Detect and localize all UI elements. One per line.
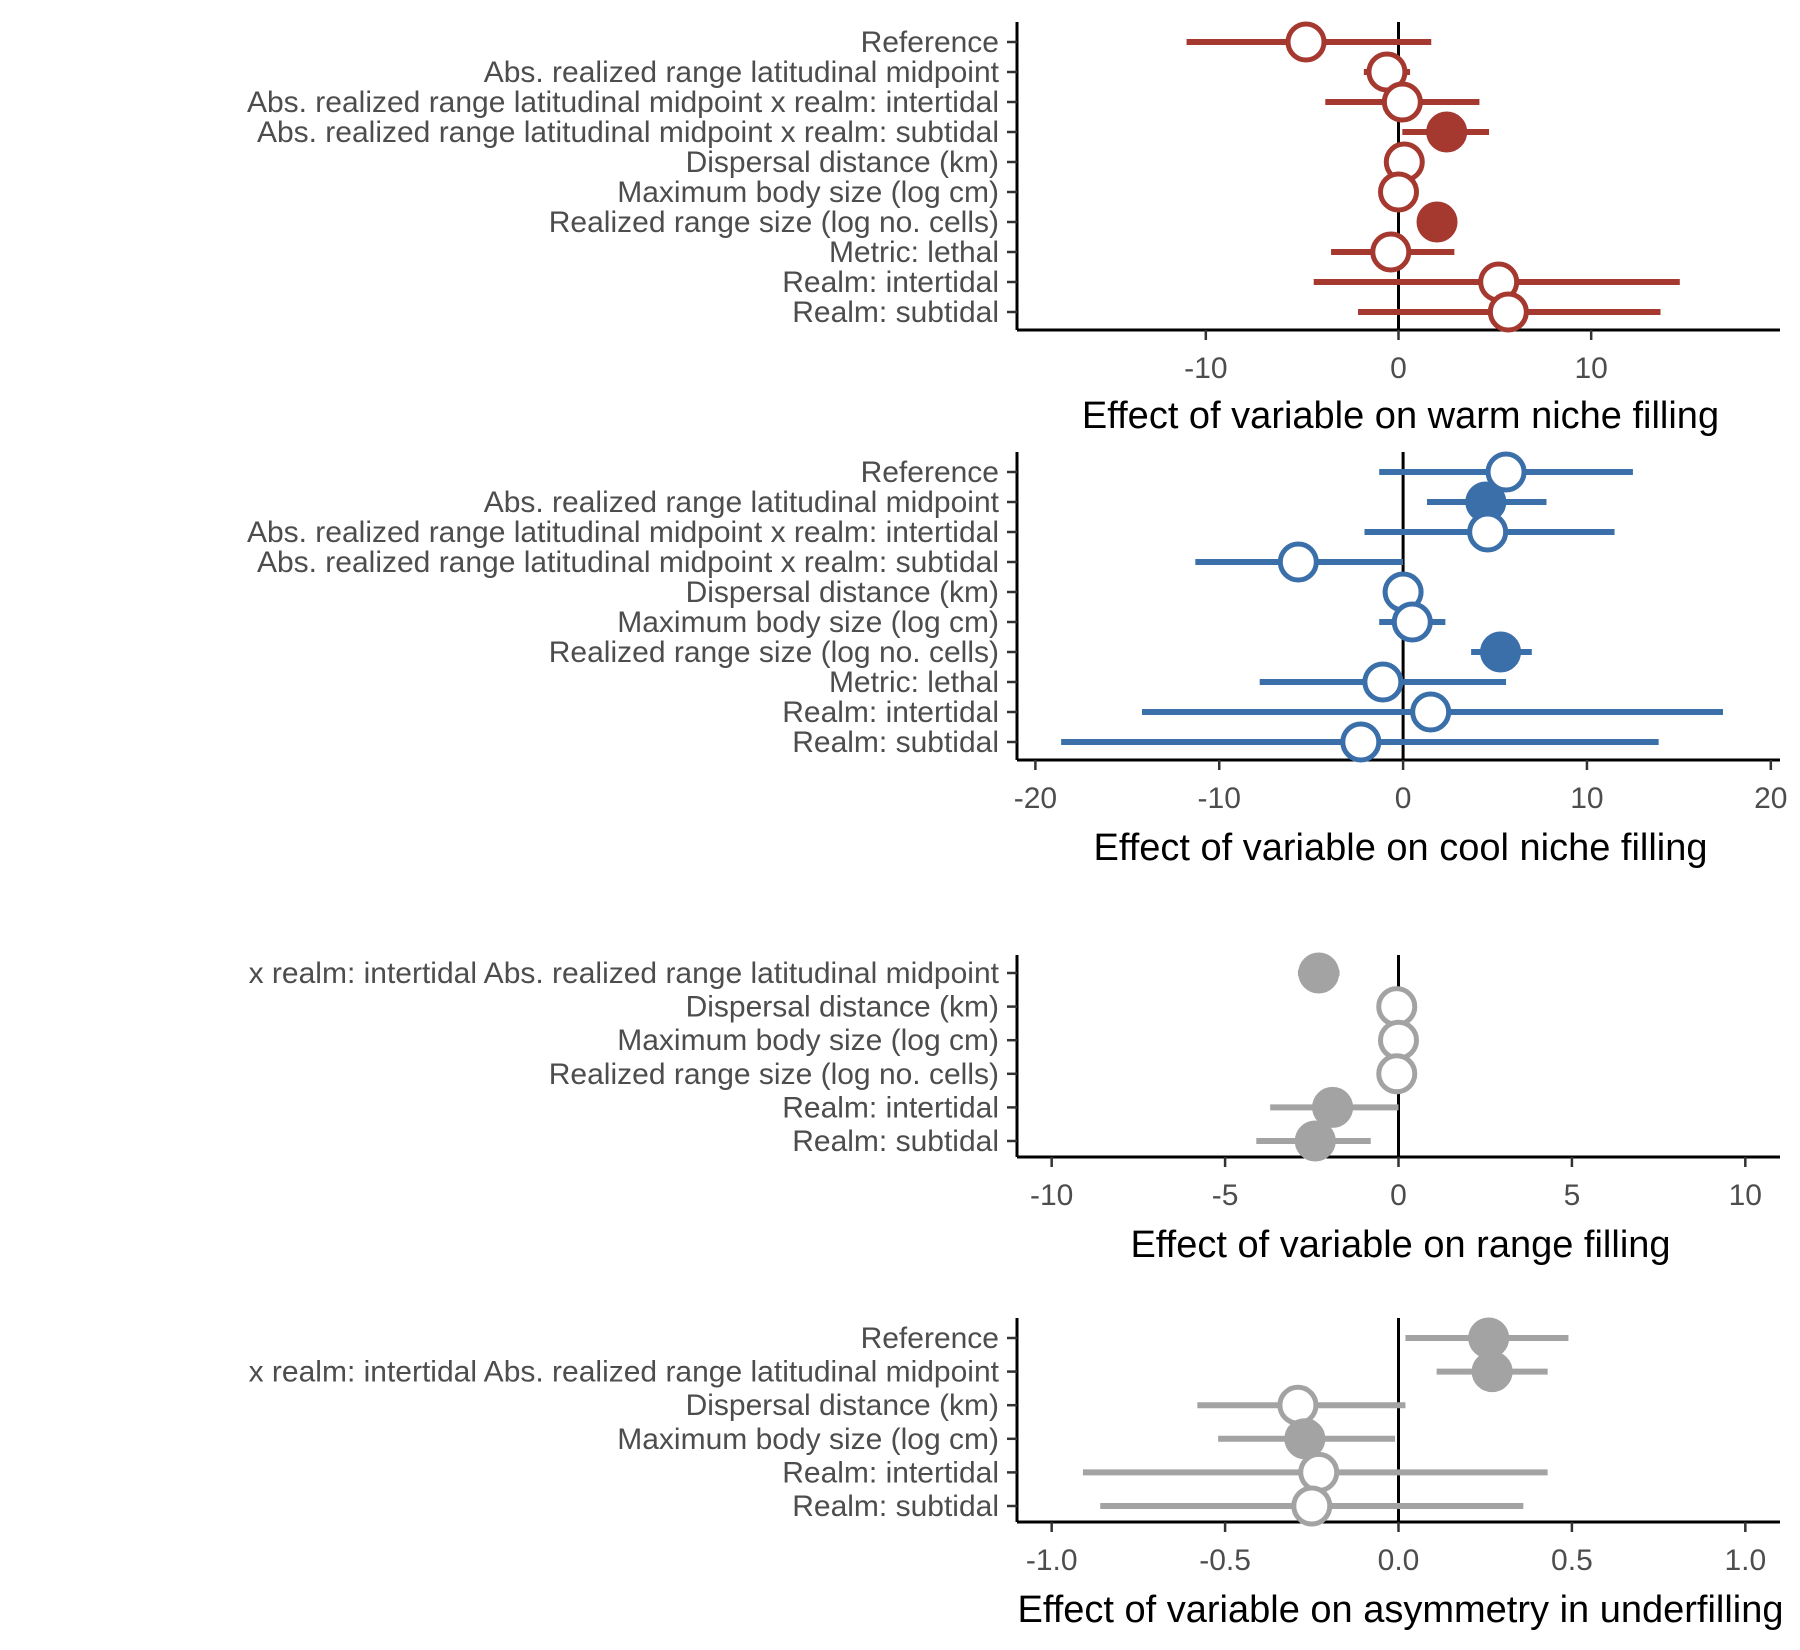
y-tick-label: Realm: subtidal xyxy=(792,1125,999,1158)
y-tick-label: Maximum body size (log cm) xyxy=(617,1024,999,1057)
y-tick-label: Abs. realized range latitudinal midpoint… xyxy=(257,116,999,149)
point-estimate xyxy=(1294,1120,1336,1162)
x-tick-label: 0.0 xyxy=(1378,1544,1420,1577)
y-tick-label: Realm: intertidal xyxy=(782,266,999,299)
x-tick-label: -10 xyxy=(1184,352,1227,385)
y-tick-label: Reference xyxy=(861,456,999,489)
point-estimate xyxy=(1298,952,1340,994)
point-estimate xyxy=(1480,631,1522,673)
y-tick-label: Realm: intertidal xyxy=(782,1091,999,1124)
y-tick-label: Reference xyxy=(861,1322,999,1355)
y-tick-label: Abs. realized range latitudinal midpoint xyxy=(484,486,1000,519)
y-tick-label: x realm: intertidal Abs. realized range … xyxy=(249,957,1000,990)
point-estimate xyxy=(1487,291,1529,333)
y-tick-label: Dispersal distance (km) xyxy=(686,576,999,609)
y-tick-label: Realm: subtidal xyxy=(792,726,999,759)
x-tick-label: -0.5 xyxy=(1199,1544,1251,1577)
y-tick-label: Realm: subtidal xyxy=(792,1490,999,1523)
y-tick-label: Realm: intertidal xyxy=(782,696,999,729)
point-estimate xyxy=(1467,511,1509,553)
point-estimate xyxy=(1285,21,1327,63)
panel-2: -20 -10 0 10 20 Effect of variable on cool ni… xyxy=(247,451,1787,869)
panel-4: -1.0 -0.5 0.0 0.5 1.0 Effect of variable on a… xyxy=(249,1317,1784,1631)
y-tick-label: Reference xyxy=(861,26,999,59)
x-tick-label: -10 xyxy=(1198,782,1241,815)
y-tick-label: Realized range size (log no. cells) xyxy=(549,1058,999,1091)
point-estimate xyxy=(1340,721,1382,763)
point-estimate xyxy=(1410,691,1452,733)
point-estimate xyxy=(1291,1485,1333,1527)
x-tick-label: 5 xyxy=(1564,1179,1581,1212)
point-estimate xyxy=(1426,111,1468,153)
point-estimate xyxy=(1376,986,1418,1028)
point-estimate xyxy=(1471,1351,1513,1393)
x-tick-label: 10 xyxy=(1570,782,1603,815)
y-tick-label: x realm: intertidal Abs. realized range … xyxy=(249,1356,1000,1389)
x-axis-title: Effect of variable on warm niche filling xyxy=(1082,395,1719,437)
point-estimate xyxy=(1381,81,1423,123)
y-tick-label: Dispersal distance (km) xyxy=(686,146,999,179)
point-estimate xyxy=(1277,1384,1319,1426)
x-tick-label: 0 xyxy=(1390,1179,1407,1212)
point-estimate xyxy=(1298,1451,1340,1493)
x-axis-title: Effect of variable on cool niche filling xyxy=(1094,827,1708,869)
point-estimate xyxy=(1312,1086,1354,1128)
y-tick-label: Maximum body size (log cm) xyxy=(617,176,999,209)
y-tick-label: Realm: intertidal xyxy=(782,1456,999,1489)
point-estimate xyxy=(1284,1418,1326,1460)
point-estimate xyxy=(1277,541,1319,583)
point-estimate xyxy=(1416,201,1458,243)
x-tick-label: 1.0 xyxy=(1724,1544,1766,1577)
y-tick-label: Metric: lethal xyxy=(829,236,999,269)
x-tick-label: 10 xyxy=(1574,352,1607,385)
y-tick-label: Abs. realized range latitudinal midpoint… xyxy=(247,516,999,549)
panel-3: -10 -5 0 5 10 Effect of variable on range fil… xyxy=(249,952,1780,1266)
x-tick-label: -10 xyxy=(1030,1179,1073,1212)
y-tick-label: Maximum body size (log cm) xyxy=(617,606,999,639)
y-tick-label: Abs. realized range latitudinal midpoint xyxy=(484,56,1000,89)
x-tick-label: 0 xyxy=(1390,352,1407,385)
point-estimate xyxy=(1376,1053,1418,1095)
x-tick-label: 0 xyxy=(1395,782,1412,815)
y-tick-label: Abs. realized range latitudinal midpoint… xyxy=(247,86,999,119)
y-tick-label: Realized range size (log no. cells) xyxy=(549,636,999,669)
x-tick-label: 10 xyxy=(1729,1179,1762,1212)
x-tick-label: 0.5 xyxy=(1551,1544,1593,1577)
y-tick-label: Dispersal distance (km) xyxy=(686,1389,999,1422)
point-estimate xyxy=(1485,451,1527,493)
x-tick-label: -1.0 xyxy=(1026,1544,1078,1577)
point-estimate xyxy=(1378,171,1419,213)
point-estimate xyxy=(1391,601,1433,643)
y-tick-label: Abs. realized range latitudinal midpoint… xyxy=(257,546,999,579)
point-estimate xyxy=(1378,1019,1419,1061)
x-tick-label: 20 xyxy=(1754,782,1787,815)
point-estimate xyxy=(1468,1317,1510,1359)
x-axis-title: Effect of variable on asymmetry in under… xyxy=(1018,1589,1784,1631)
panel-1: -10 0 10 Effect of variable on warm niche f… xyxy=(247,21,1780,437)
x-tick-label: -20 xyxy=(1014,782,1057,815)
y-tick-label: Realm: subtidal xyxy=(792,296,999,329)
y-tick-label: Realized range size (log no. cells) xyxy=(549,206,999,239)
x-tick-label: -5 xyxy=(1212,1179,1239,1212)
y-tick-label: Maximum body size (log cm) xyxy=(617,1423,999,1456)
y-tick-label: Dispersal distance (km) xyxy=(686,991,999,1024)
y-tick-label: Metric: lethal xyxy=(829,666,999,699)
point-estimate xyxy=(1362,661,1404,703)
x-axis-title: Effect of variable on range filling xyxy=(1130,1224,1670,1266)
point-estimate xyxy=(1370,231,1412,273)
